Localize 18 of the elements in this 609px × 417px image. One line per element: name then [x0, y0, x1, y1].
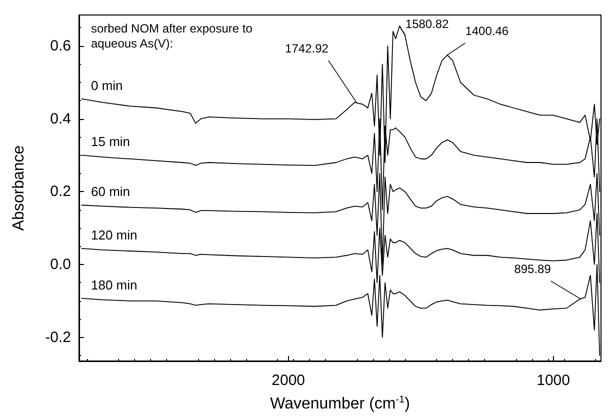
- annotation: 1580.82: [405, 16, 450, 31]
- annotation: sorbed NOM after exposure to aqueous As(V):: [91, 22, 256, 50]
- x-tick-label: 2000: [272, 372, 306, 389]
- series-label: 15 min: [91, 134, 130, 150]
- series-label: 60 min: [91, 184, 130, 200]
- y-tick-label: 0.6: [50, 37, 71, 54]
- annotation: 1400.46: [465, 24, 509, 38]
- series-label: 180 min: [91, 277, 138, 292]
- series-label: 0 min: [91, 78, 123, 93]
- y-tick-label: 0.2: [50, 183, 71, 200]
- y-tick-label: 0.4: [50, 110, 71, 128]
- y-axis-title: Absorbance: [10, 145, 28, 231]
- y-tick-label: -0.2: [45, 328, 71, 346]
- y-tick-label: 0.0: [50, 256, 71, 273]
- annotation: 1742.92: [285, 41, 329, 56]
- annotation: 895.89: [514, 262, 552, 276]
- series-label: 120 min: [91, 227, 138, 242]
- x-tick-label: 1000: [536, 372, 570, 389]
